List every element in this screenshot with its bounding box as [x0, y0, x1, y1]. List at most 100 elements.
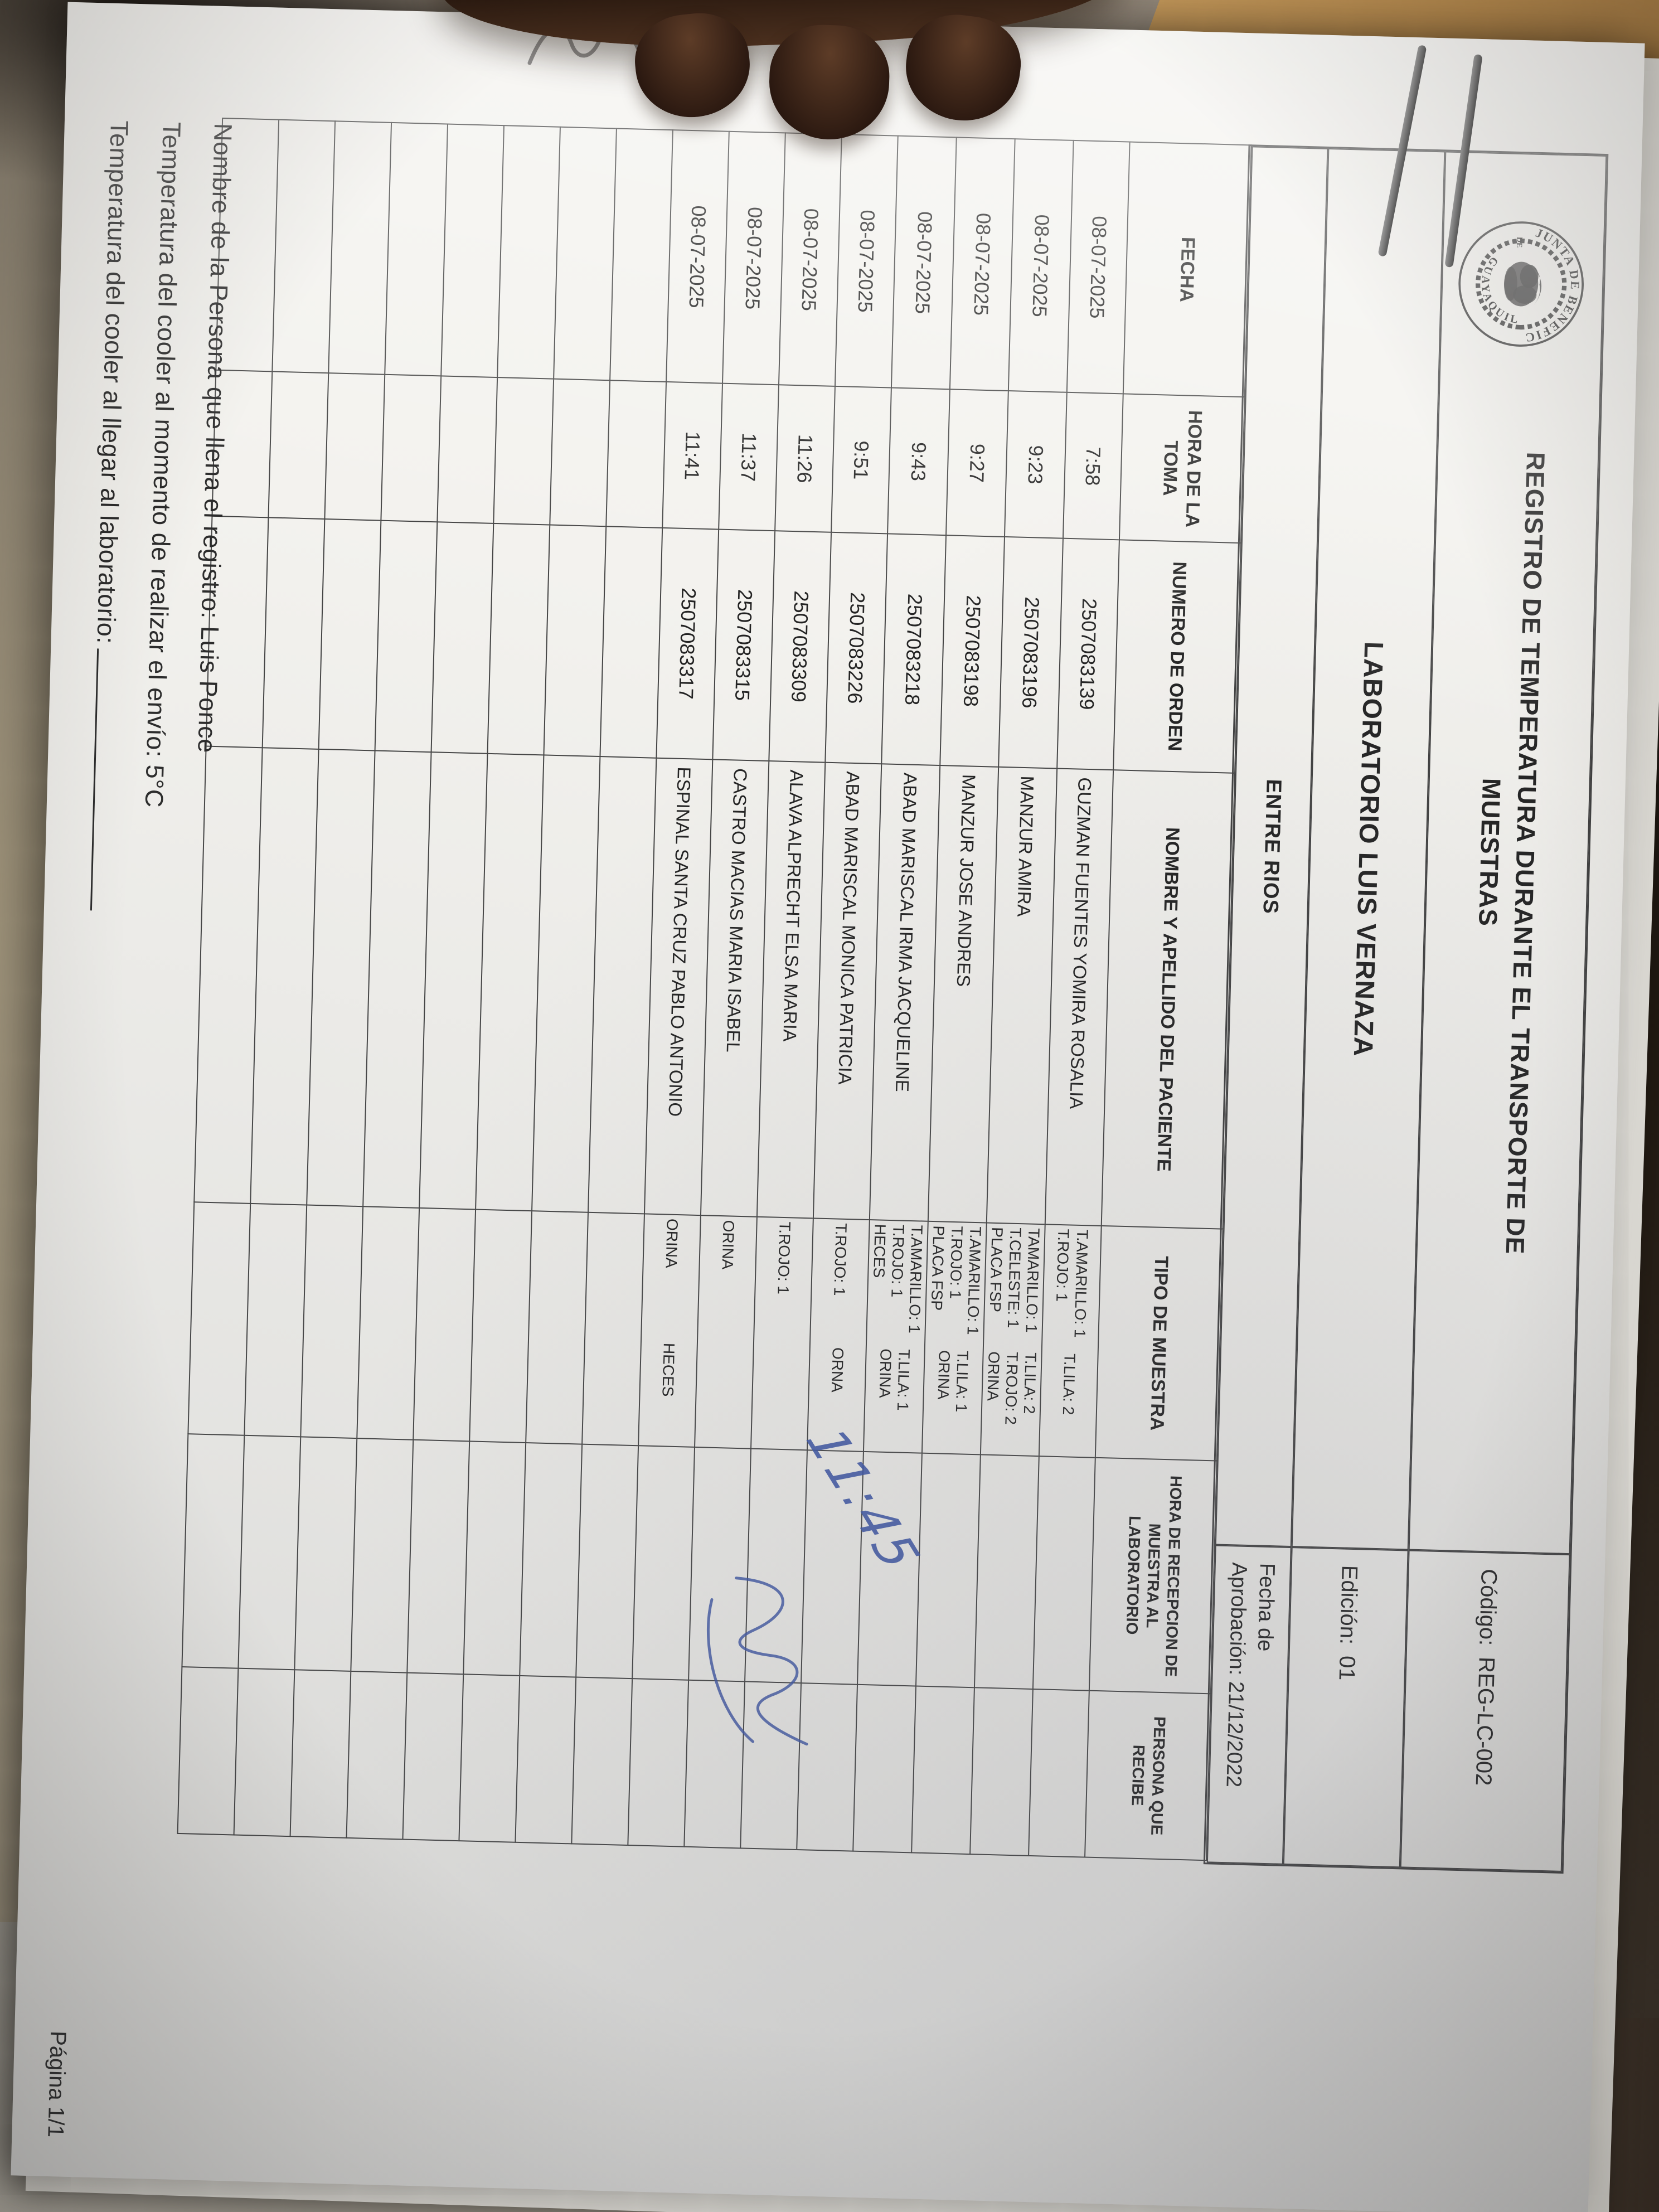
sede-name: ENTRE RIOS: [1258, 779, 1286, 915]
cell-nombre-paciente: ALAVA ALPRECHT ELSA MARIA: [756, 760, 826, 1219]
document-paper: REGISTRO DE TEMPERATURA DURANTE EL TRANS…: [11, 2, 1645, 2212]
codigo-cell: Código: REG-LC-002: [1400, 1550, 1570, 1872]
cell-fecha: [384, 122, 448, 376]
cell-hora-toma: 11:41: [662, 382, 722, 530]
cell-nombre-paciente: [193, 746, 263, 1204]
cell-tipo-muestra: TAMARILLO: 1 T.CELESTE: 1 PLACA FSP T.LILA:…: [980, 1223, 1045, 1456]
cell-hora-toma: 9:23: [1004, 391, 1067, 539]
cell-numero-orden: 2507083139: [1057, 538, 1119, 770]
cell-hora-toma: [381, 375, 441, 522]
blank-underline: [90, 648, 122, 911]
finger: [767, 23, 891, 142]
cell-persona-recibe: [402, 1672, 463, 1841]
cell-hora-recepcion: [294, 1437, 357, 1672]
cell-numero-orden: [318, 519, 381, 751]
cell-numero-orden: 2507083315: [712, 529, 775, 761]
cell-fecha: [328, 121, 391, 375]
cell-numero-orden: [431, 522, 494, 754]
cell-fecha: [272, 119, 335, 373]
cell-hora-toma: [493, 377, 554, 525]
cell-persona-recibe: [1029, 1689, 1089, 1857]
cell-hora-toma: 9:27: [945, 389, 1008, 537]
fecha-aprobacion-line2: Aprobación: 21/12/2022: [1220, 1562, 1253, 1788]
cell-nombre-paciente: [475, 753, 544, 1211]
cell-nombre-paciente: MANZUR JOSE ANDRES: [928, 765, 999, 1223]
cell-hora-recepcion: [974, 1454, 1039, 1690]
seal-center-figure: [1504, 261, 1542, 307]
cell-persona-recibe: [852, 1685, 916, 1853]
cell-fecha: [440, 124, 504, 378]
document-header-table: REGISTRO DE TEMPERATURA DURANTE EL TRANS…: [1203, 144, 1609, 1874]
column-header-4: TIPO DE MUESTRA: [1095, 1226, 1223, 1461]
cell-hora-toma: [605, 380, 666, 528]
cell-numero-orden: 2507083226: [825, 532, 887, 764]
footer-cooler-llegada-line: Temperatura del cooler al llegar al labo…: [84, 120, 135, 911]
cell-tipo-muestra: T.AMARILLO: 1 T.ROJO: 1 T.LILA: 2: [1039, 1224, 1102, 1458]
cell-numero-orden: [600, 526, 662, 758]
cell-hora-recepcion: [915, 1453, 981, 1688]
cell-hora-recepcion: [406, 1439, 469, 1675]
edicion-cell: Edición: 01: [1283, 1547, 1409, 1868]
cell-hora-toma: 11:26: [774, 385, 835, 532]
cell-hora-recepcion: [182, 1433, 245, 1669]
edicion-label: Edición:: [1335, 1565, 1362, 1645]
cell-numero-orden: [375, 520, 438, 752]
cell-tipo-muestra: [300, 1205, 363, 1438]
column-header-6: PERSONA QUE RECIBE: [1085, 1691, 1211, 1861]
cell-tipo-muestra: [525, 1211, 588, 1444]
cell-nombre-paciente: [419, 751, 488, 1210]
column-header-2: NUMERO DE ORDEN: [1113, 540, 1241, 773]
cell-nombre-paciente: ABAD MARISCAL IRMA JACQUELINE: [869, 763, 940, 1222]
cell-tipo-muestra: [356, 1206, 419, 1440]
cell-tipo-muestra: [244, 1204, 307, 1437]
cell-numero-orden: 2507083196: [998, 537, 1063, 769]
column-header-3: NOMBRE Y APELLIDO DEL PACIENTE: [1101, 769, 1235, 1229]
fecha-aprobacion-cell: Fecha de Aprobación: 21/12/2022: [1206, 1545, 1292, 1865]
cell-numero-orden: [544, 525, 606, 756]
cell-persona-recibe: [234, 1668, 295, 1837]
page-number: Página 1/1: [43, 2030, 71, 2138]
codigo-value: REG-LC-002: [1471, 1656, 1500, 1786]
cell-fecha: 08-07-2025: [778, 133, 842, 387]
cell-hora-recepcion: [632, 1445, 695, 1681]
cell-tipo-muestra: [413, 1208, 476, 1442]
cell-hora-toma: [437, 376, 497, 524]
cell-persona-recibe: [346, 1671, 407, 1840]
cell-fecha: 08-07-2025: [835, 134, 898, 388]
cell-fecha: 08-07-2025: [949, 137, 1015, 391]
cell-hora-recepcion: [463, 1441, 526, 1676]
main-table-body: 08-07-2025 7:58 2507083139 GUZMAN FUENTES Y…: [177, 118, 1130, 1857]
cell-hora-toma: [268, 371, 328, 520]
cell-tipo-muestra: ORINA: [694, 1215, 757, 1449]
cell-numero-orden: [262, 517, 325, 749]
codigo-label: Código:: [1474, 1568, 1502, 1646]
cell-tipo-muestra: ORINA HECES: [638, 1214, 701, 1447]
cell-tipo-muestra: [188, 1202, 250, 1435]
cell-tipo-muestra: T.ROJO: 1 ORNA: [807, 1218, 870, 1452]
fecha-aprobacion-value: 21/12/2022: [1221, 1681, 1248, 1788]
document-title-line2: MUESTRAS: [1473, 778, 1506, 927]
cell-fecha: [497, 125, 560, 380]
cell-nombre-paciente: [362, 750, 431, 1209]
cell-tipo-muestra: [469, 1209, 532, 1443]
cell-fecha: 08-07-2025: [666, 130, 729, 384]
cell-tipo-muestra: T.ROJO: 1: [750, 1216, 813, 1451]
seal-middle-text: DE: [1515, 237, 1524, 248]
cell-persona-recibe: [290, 1670, 351, 1838]
cell-persona-recibe: [628, 1679, 688, 1847]
cell-hora-toma: 9:43: [887, 387, 950, 536]
column-header-0: FECHA: [1123, 142, 1251, 397]
cell-fecha: 08-07-2025: [1008, 139, 1074, 393]
cell-hora-toma: 9:51: [831, 386, 891, 534]
cell-hora-toma: 11:37: [718, 384, 779, 531]
cell-persona-recibe: [911, 1686, 974, 1855]
cell-hora-recepcion: [519, 1442, 582, 1677]
footer-cooler-llegada-label: Temperatura del cooler al llegar al labo…: [91, 120, 134, 644]
cell-nombre-paciente: [250, 747, 319, 1205]
cell-fecha: [553, 127, 617, 381]
cell-nombre-paciente: CASTRO MACIAS MARIA ISABEL: [700, 759, 769, 1217]
edicion-value: 01: [1335, 1655, 1360, 1681]
cell-fecha: 08-07-2025: [722, 131, 785, 385]
fecha-aprobacion-label-line2: Aprobación:: [1225, 1562, 1251, 1676]
cell-persona-recibe: [177, 1667, 239, 1835]
